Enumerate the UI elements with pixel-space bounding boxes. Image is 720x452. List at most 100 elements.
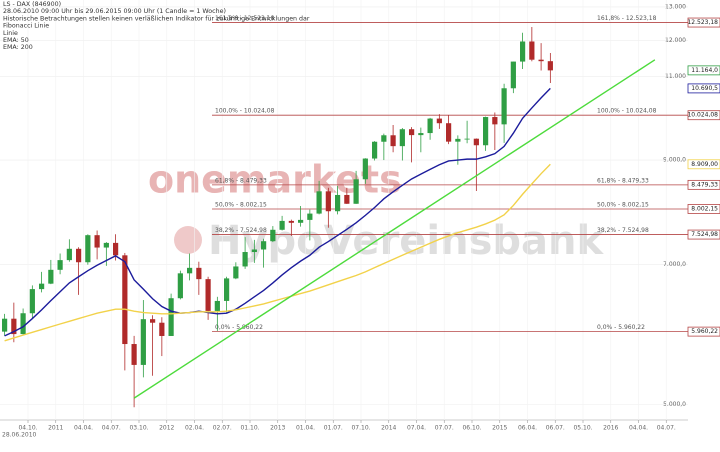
candle-body [288, 220, 294, 223]
candle-body [418, 133, 424, 136]
candle-body [473, 138, 479, 146]
candle-body [353, 179, 359, 204]
x-start-label: 28.06.2010 [2, 432, 37, 439]
candle-body [113, 242, 119, 256]
fibonacci-label: 161,8% - 12.523,18 [597, 15, 657, 22]
price-marker-box [687, 229, 720, 240]
candle-body [538, 59, 544, 62]
candle-body [316, 191, 322, 214]
fibonacci-label: 161,8% - 12.523,18 [215, 15, 275, 22]
x-tick-label: 07.07. [435, 425, 454, 432]
fibonacci-label: 50,0% - 8.002,15 [597, 201, 649, 208]
x-tick-label: 02.04. [185, 425, 204, 432]
candle-body [436, 118, 442, 124]
fibonacci-label: 38,2% - 7.524,98 [215, 227, 267, 234]
y-tick-label: 13.000 [665, 3, 686, 10]
watermark-logo [174, 226, 202, 254]
x-tick-label: 05.10. [573, 425, 592, 432]
candle-body [520, 41, 526, 62]
chart-title: LS - DAX (846900) [3, 1, 61, 8]
candle-body [492, 117, 498, 125]
y-tick-label: 7.000,0 [663, 261, 686, 268]
x-tick-label: 2011 [48, 425, 63, 432]
candle-body [390, 135, 396, 147]
candle-body [159, 322, 165, 336]
candle-body [501, 88, 507, 125]
candle-body [409, 129, 415, 136]
candle-body [251, 249, 257, 253]
candle-body [168, 298, 174, 336]
candle-body [335, 194, 341, 212]
candle-body [39, 283, 45, 290]
candle-body [187, 267, 193, 274]
candle-body [140, 319, 146, 365]
candle-body [29, 289, 35, 314]
trend-line [133, 59, 656, 399]
candle-body [20, 313, 26, 335]
candle-body [455, 138, 461, 142]
candle-body [66, 248, 72, 261]
x-tick-label: 04.07. [657, 425, 676, 432]
candle-body [529, 41, 535, 60]
price-marker-label: 8.479,33 [691, 181, 718, 188]
candle-body [48, 269, 54, 284]
candle-body [270, 229, 276, 242]
candle-body [1, 318, 8, 332]
candle-body [261, 241, 267, 250]
price-marker-label: 10.690,5 [691, 85, 718, 92]
candle-body [131, 344, 137, 365]
candle-body [446, 123, 452, 142]
candle-body [307, 213, 313, 220]
fibonacci-label: 0,0% - 5.960,22 [597, 324, 645, 331]
candle-body [298, 219, 304, 223]
candle-body [150, 319, 156, 323]
candle-body [94, 235, 100, 248]
candle-body [196, 267, 202, 280]
price-marker-box [687, 110, 720, 121]
x-tick-label: 02.07. [213, 425, 232, 432]
x-tick-label: 07.10. [351, 425, 370, 432]
candle-body [325, 191, 331, 212]
chart-subtitle: Historische Betrachtungen stellen keinen… [3, 15, 310, 22]
price-marker-box [687, 179, 720, 190]
x-tick-label: 2014 [381, 425, 396, 432]
x-tick-label: 03.10. [129, 425, 148, 432]
x-tick-label: 2016 [603, 425, 618, 432]
candle-body [57, 260, 63, 270]
fibonacci-label: 50,0% - 8.002,15 [215, 201, 267, 208]
x-tick-label: 04.04. [74, 425, 93, 432]
price-marker-box [687, 17, 720, 28]
price-marker-label: 5.960,22 [691, 328, 718, 335]
price-marker-box [687, 159, 720, 170]
price-marker-label: 11.164,0 [691, 67, 718, 74]
candle-body [205, 279, 211, 311]
ema-line [4, 163, 551, 342]
candle-body [362, 158, 368, 180]
candle-body [224, 278, 230, 301]
price-marker-label: 8.002,15 [691, 205, 718, 212]
x-tick-label: 06.04. [518, 425, 537, 432]
x-tick-label: 2013 [270, 425, 285, 432]
x-tick-label: 04.04. [629, 425, 648, 432]
candle-body [510, 61, 516, 89]
candle-body [233, 266, 239, 279]
chart-subtitle: 28.06.2010 09:00 Uhr bis 29.06.2015 09:0… [3, 8, 226, 15]
price-marker-label: 10.024,08 [687, 112, 718, 119]
candle-body [177, 273, 183, 299]
watermark: HypoVereinsbank [208, 218, 605, 264]
legend-entry: Fibonacci Linie [3, 23, 49, 30]
candle-body [11, 318, 17, 335]
fibonacci-label: 61,8% - 8.479,33 [215, 177, 267, 184]
candle-body [103, 242, 109, 248]
legend-entry: EMA: 50 [3, 37, 29, 44]
x-tick-label: 01.04. [296, 425, 315, 432]
fibonacci-label: 100,0% - 10.024,08 [597, 108, 657, 115]
fibonacci-label: 0,0% - 5.960,22 [215, 324, 263, 331]
x-tick-label: 07.04. [407, 425, 426, 432]
candle-body [214, 300, 220, 311]
x-tick-label: 06.10. [462, 425, 481, 432]
legend-entry: EMA: 200 [3, 44, 33, 51]
legend-entry: Linie [3, 30, 18, 37]
fibonacci-label: 38,2% - 7.524,98 [597, 227, 649, 234]
